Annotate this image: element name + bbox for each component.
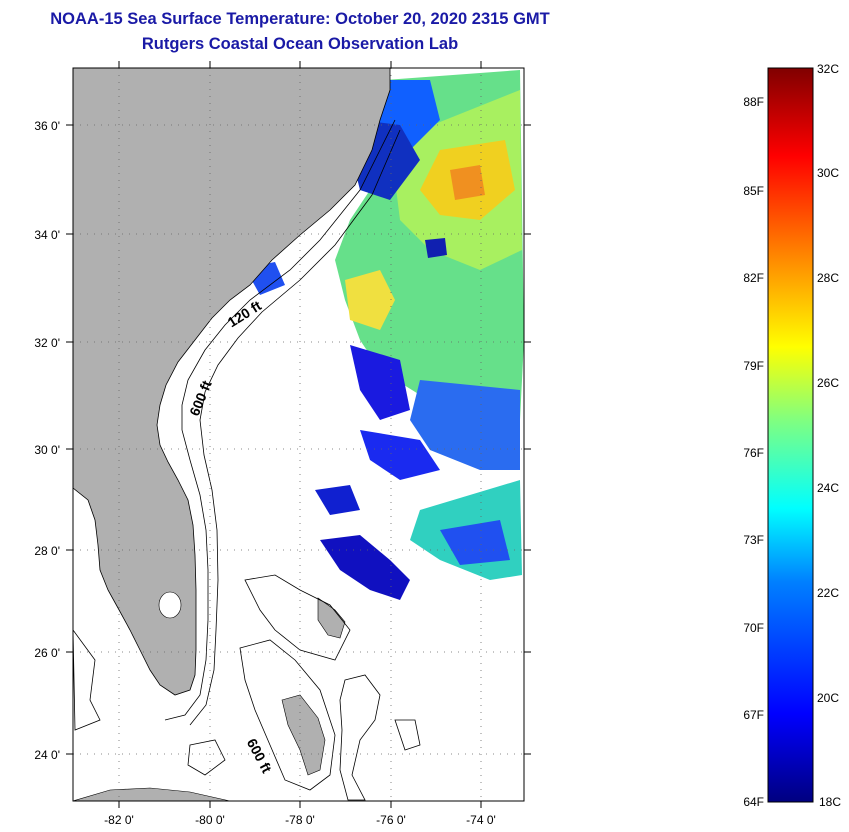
svg-text:22C: 22C (817, 586, 839, 600)
svg-text:32C: 32C (817, 62, 839, 76)
lat-label: 28 0' (34, 544, 60, 558)
lat-label: 24 0' (34, 748, 60, 762)
lon-labels: -82 0' -80 0' -78 0' -76 0' -74 0' (104, 813, 496, 827)
svg-text:28C: 28C (817, 271, 839, 285)
lon-label: -82 0' (104, 813, 134, 827)
svg-text:79F: 79F (743, 359, 764, 373)
lon-label: -76 0' (376, 813, 406, 827)
lat-labels: 36 0' 34 0' 32 0' 30 0' 28 0' 26 0' 24 0… (34, 119, 60, 762)
svg-text:76F: 76F (743, 446, 764, 460)
map-frame (72, 67, 525, 802)
axis-ticks (66, 61, 531, 808)
contour-600ft (189, 129, 401, 726)
svg-text:26C: 26C (817, 376, 839, 390)
colorbar-celsius-labels: 32C 30C 28C 26C 24C 22C 20C 18C (817, 62, 841, 809)
lon-label: -74 0' (466, 813, 496, 827)
map-title: NOAA-15 Sea Surface Temperature: October… (50, 10, 550, 28)
lat-label: 30 0' (34, 443, 60, 457)
svg-text:30C: 30C (817, 166, 839, 180)
svg-text:82F: 82F (743, 271, 764, 285)
svg-text:70F: 70F (743, 621, 764, 635)
svg-text:24C: 24C (817, 481, 839, 495)
lat-label: 32 0' (34, 336, 60, 350)
map-subtitle: Rutgers Coastal Ocean Observation Lab (141, 35, 459, 53)
lat-label: 26 0' (34, 646, 60, 660)
svg-text:20C: 20C (817, 691, 839, 705)
lat-label: 34 0' (34, 228, 60, 242)
colorbar-gradient (767, 67, 814, 803)
svg-text:73F: 73F (743, 533, 764, 547)
lon-label: -80 0' (195, 813, 225, 827)
contour-120ft (164, 119, 396, 721)
svg-text:18C: 18C (819, 795, 841, 809)
svg-text:88F: 88F (743, 95, 764, 109)
us-landmass (73, 68, 391, 696)
lon-label: -78 0' (285, 813, 315, 827)
svg-text:85F: 85F (743, 184, 764, 198)
svg-text:64F: 64F (743, 795, 764, 809)
colorbar-fahrenheit-labels: 88F 85F 82F 79F 76F 73F 70F 67F 64F (743, 95, 764, 809)
svg-text:67F: 67F (743, 708, 764, 722)
sst-data (245, 70, 524, 600)
contour-shelf (73, 574, 421, 801)
map-panel (73, 68, 524, 801)
colorbar: 32C 30C 28C 26C 24C 22C 20C 18C 88F 85F … (743, 62, 841, 809)
lat-label: 36 0' (34, 119, 60, 133)
